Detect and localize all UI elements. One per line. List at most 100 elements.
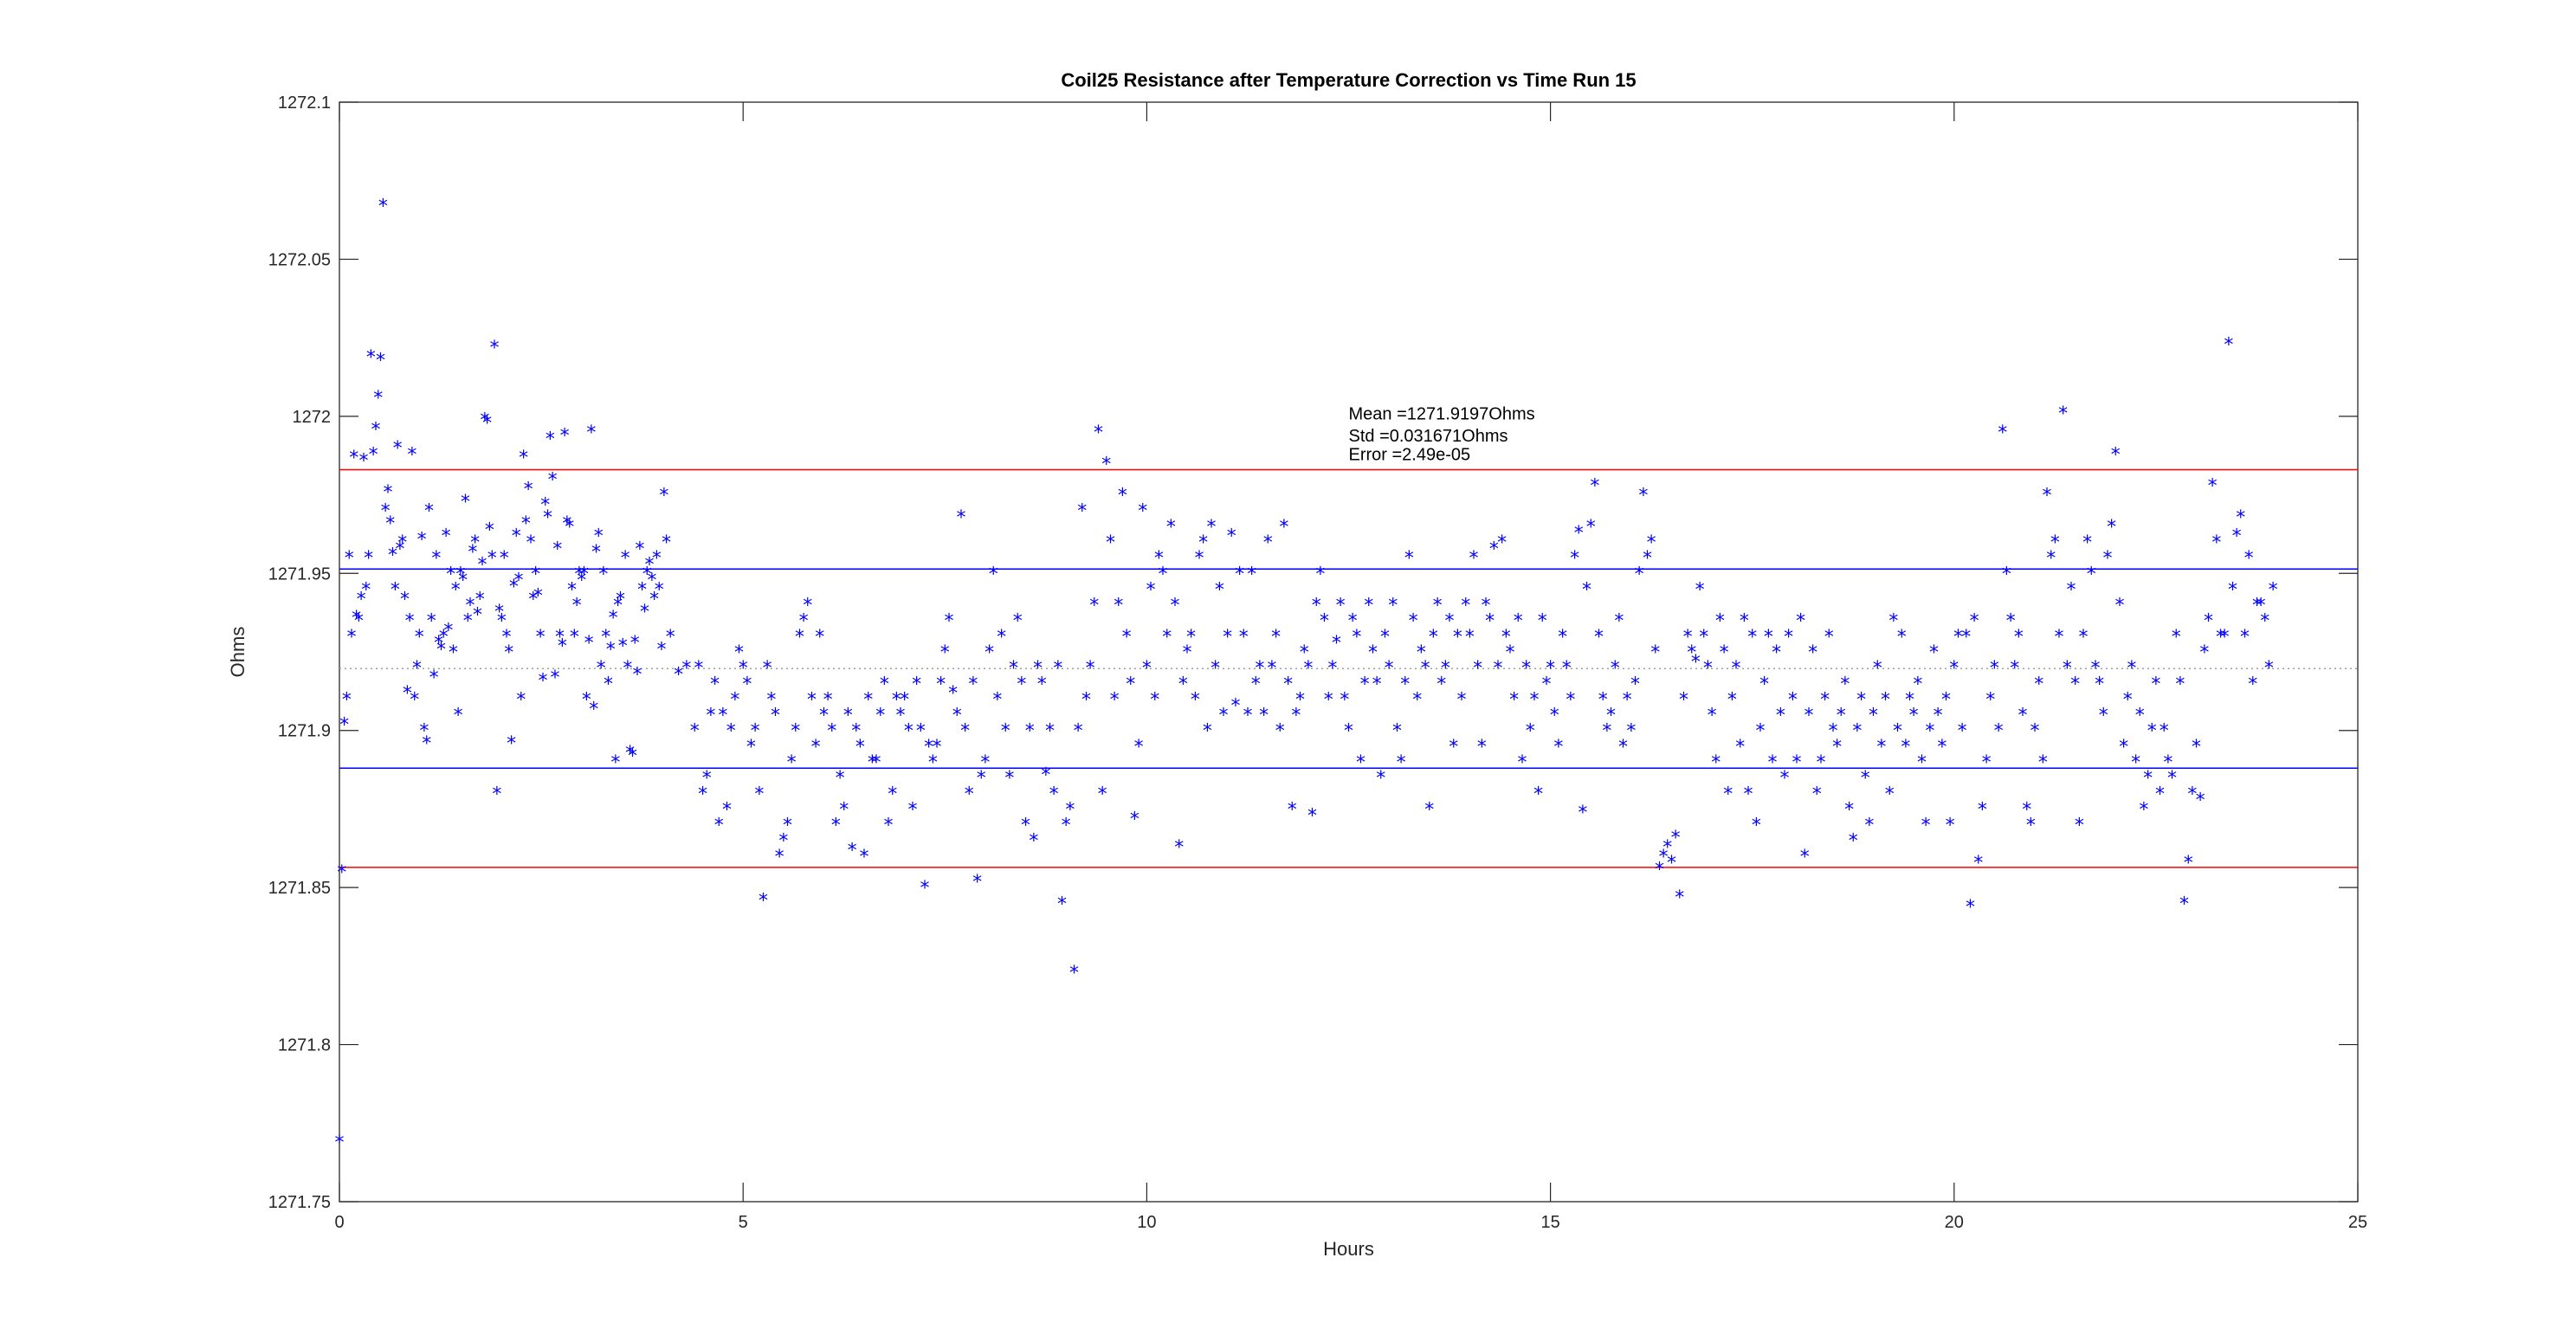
data-point: *: [1227, 526, 1236, 548]
data-point: *: [1429, 627, 1438, 648]
data-point: *: [1320, 611, 1329, 633]
data-point: *: [405, 611, 415, 633]
data-point: *: [2082, 532, 2092, 554]
data-point: *: [2260, 611, 2269, 633]
data-point: *: [2236, 507, 2245, 529]
data-point: *: [369, 444, 378, 466]
data-point: *: [1732, 658, 1741, 680]
data-point: *: [1606, 706, 1616, 727]
data-point: *: [415, 627, 424, 648]
data-point: *: [1990, 658, 1999, 680]
data-point: *: [710, 674, 720, 695]
data-point: *: [403, 683, 412, 705]
data-point: *: [2252, 596, 2262, 617]
data-point: *: [550, 668, 559, 689]
data-point: *: [1203, 721, 1212, 743]
data-point: *: [2006, 611, 2016, 633]
data-point: *: [1436, 674, 1446, 695]
data-point: *: [536, 627, 546, 648]
data-point: *: [1812, 784, 1822, 805]
data-point: *: [1275, 721, 1285, 743]
data-point: *: [1921, 816, 1931, 837]
data-point: *: [924, 737, 933, 758]
data-point: *: [1844, 799, 1854, 821]
data-point: *: [1861, 768, 1870, 790]
data-point: *: [848, 841, 857, 862]
data-point: *: [2078, 627, 2088, 648]
data-point: *: [533, 586, 543, 608]
data-point: *: [2034, 674, 2043, 695]
data-point: *: [623, 658, 632, 680]
data-point: *: [371, 419, 380, 441]
data-point: *: [1582, 579, 1591, 601]
data-point: *: [1699, 627, 1708, 648]
data-point: *: [652, 548, 662, 570]
data-point: *: [383, 482, 392, 504]
x-tick-label: 0: [334, 1213, 344, 1232]
data-point: *: [823, 689, 833, 711]
data-point: *: [417, 529, 427, 551]
data-point: *: [2167, 768, 2177, 790]
data-point: *: [1824, 627, 1834, 648]
data-point: *: [1553, 737, 1563, 758]
data-point: *: [1497, 532, 1507, 554]
data-point: *: [771, 706, 780, 727]
data-point: *: [378, 197, 388, 218]
data-point: *: [407, 444, 416, 466]
data-point: *: [1017, 674, 1026, 695]
data-point: *: [2038, 752, 2048, 774]
data-point: *: [1126, 674, 1135, 695]
data-point: *: [1138, 501, 1147, 523]
data-point: *: [2090, 658, 2100, 680]
stat-annotation: Std =0.031671Ohms: [1349, 427, 1508, 446]
data-point: *: [2026, 816, 2036, 837]
data-point: *: [449, 642, 458, 664]
data-point: *: [1941, 689, 1951, 711]
data-point: *: [932, 737, 941, 758]
data-point: *: [455, 564, 465, 585]
data-point: *: [1667, 853, 1676, 874]
data-point: *: [1259, 706, 1269, 727]
y-tick-label: 1271.9: [278, 722, 331, 741]
data-point: *: [376, 351, 385, 372]
data-point: *: [512, 526, 521, 548]
data-point: *: [1412, 689, 1422, 711]
data-point: *: [1546, 658, 1555, 680]
data-point: *: [1998, 422, 2007, 444]
data-point: *: [2184, 853, 2193, 874]
data-point: *: [357, 589, 366, 610]
data-point: *: [1643, 548, 1652, 570]
data-point: *: [1098, 784, 1107, 805]
data-point: *: [1756, 721, 1766, 743]
data-point: *: [468, 542, 477, 564]
data-point: *: [759, 891, 768, 913]
data-point: *: [487, 548, 497, 570]
data-point: *: [1392, 721, 1402, 743]
data-point: *: [431, 548, 441, 570]
y-tick-label: 1271.85: [268, 879, 331, 898]
data-point: *: [1881, 689, 1890, 711]
data-point: *: [2248, 674, 2257, 695]
data-point: *: [751, 721, 760, 743]
data-point: *: [546, 429, 555, 450]
data-point: *: [1453, 627, 1462, 648]
data-point: *: [1852, 721, 1862, 743]
data-point: *: [1312, 596, 1321, 617]
data-point: *: [2264, 658, 2274, 680]
data-point: *: [952, 706, 962, 727]
data-point: *: [461, 492, 470, 513]
data-point: *: [1433, 596, 1443, 617]
data-point: *: [346, 627, 356, 648]
data-point: *: [718, 706, 727, 727]
data-point: *: [1461, 596, 1470, 617]
data-point: *: [2099, 706, 2108, 727]
data-point: *: [1146, 579, 1156, 601]
data-point: *: [1336, 596, 1346, 617]
data-point: *: [1647, 532, 1656, 554]
data-point: *: [2075, 816, 2084, 837]
data-point: *: [586, 422, 596, 444]
data-point: *: [1037, 674, 1047, 695]
x-tick-label: 10: [1137, 1213, 1156, 1232]
data-point: *: [1421, 658, 1430, 680]
data-point: *: [815, 627, 824, 648]
